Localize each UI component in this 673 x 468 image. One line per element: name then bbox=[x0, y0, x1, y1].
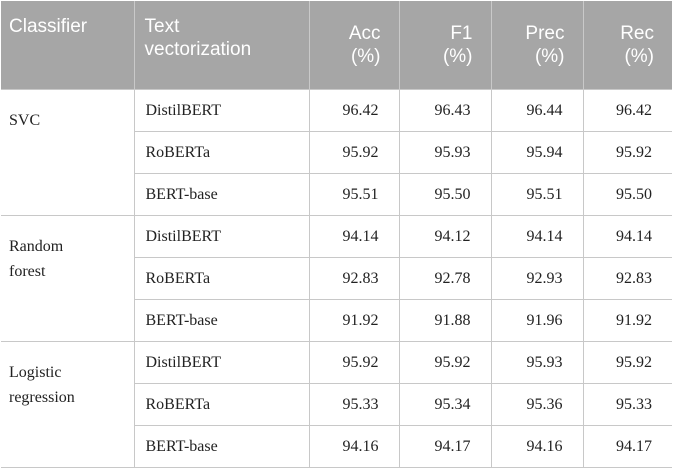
rec-cell: 95.50 bbox=[582, 173, 672, 216]
prec-cell: 96.44 bbox=[490, 89, 584, 132]
acc-cell: 95.33 bbox=[308, 383, 400, 426]
acc-cell: 95.92 bbox=[308, 341, 400, 384]
prec-cell: 95.36 bbox=[490, 383, 584, 426]
vectorization-cell: BERT-base bbox=[133, 425, 310, 468]
f1-cell: 92.78 bbox=[398, 257, 492, 300]
acc-cell: 91.92 bbox=[308, 299, 400, 342]
header-acc-line2: (%) bbox=[350, 46, 381, 67]
header-f1-line2: (%) bbox=[442, 46, 473, 67]
vectorization-cell: RoBERTa bbox=[133, 257, 310, 300]
header-classifier-label: Classifier bbox=[9, 16, 88, 37]
rec-cell: 95.92 bbox=[582, 341, 672, 384]
acc-cell: 94.16 bbox=[308, 425, 400, 468]
classifier-label: SVC bbox=[9, 112, 41, 129]
classifier-label: Logistic bbox=[9, 364, 62, 381]
prec-cell: 91.96 bbox=[490, 299, 584, 342]
vectorization-cell: RoBERTa bbox=[133, 383, 310, 426]
rec-cell: 96.42 bbox=[582, 89, 672, 132]
classifier-cell: SVC bbox=[1, 89, 135, 216]
f1-cell: 94.12 bbox=[398, 215, 492, 258]
vectorization-cell: BERT-base bbox=[133, 299, 310, 342]
table-header: Classifier Text vectorization Acc (%) F1… bbox=[1, 1, 672, 90]
f1-cell: 95.92 bbox=[398, 341, 492, 384]
prec-cell: 95.94 bbox=[490, 131, 584, 174]
f1-cell: 95.93 bbox=[398, 131, 492, 174]
f1-cell: 94.17 bbox=[398, 425, 492, 468]
vectorization-cell: DistilBERT bbox=[133, 215, 310, 258]
acc-cell: 92.83 bbox=[308, 257, 400, 300]
table-row: Logistic regression DistilBERT 95.92 95.92 95… bbox=[1, 341, 672, 468]
header-rec-line2: (%) bbox=[624, 46, 654, 67]
f1-cell: 95.50 bbox=[398, 173, 492, 216]
f1-cell: 91.88 bbox=[398, 299, 492, 342]
header-acc-line1: Acc bbox=[348, 23, 381, 44]
table-row: BERT-base 94.16 94.17 94.16 94.17 bbox=[1, 425, 672, 468]
rec-cell: 91.92 bbox=[582, 299, 672, 342]
rec-cell: 94.14 bbox=[582, 215, 672, 258]
rec-cell: 92.83 bbox=[582, 257, 672, 300]
f1-cell: 95.34 bbox=[398, 383, 492, 426]
header-row: Classifier Text vectorization Acc (%) F1… bbox=[1, 1, 672, 90]
table-row: SVC DistilBERT 96.42 96.43 96.44 96.42 bbox=[1, 89, 672, 216]
header-prec-line1: Prec bbox=[525, 23, 565, 44]
header-prec-line2: (%) bbox=[534, 46, 565, 67]
acc-cell: 94.14 bbox=[308, 215, 400, 258]
classifier-cell: Random forest bbox=[1, 215, 135, 342]
table-row: RoBERTa 95.92 95.93 95.94 95.92 bbox=[1, 131, 672, 174]
classifier-cell: Logistic regression bbox=[1, 341, 135, 468]
header-f1-line1: F1 bbox=[450, 23, 473, 44]
table-row: Random forest DistilBERT 94.14 94.12 94.14 94.… bbox=[1, 215, 672, 342]
rec-cell: 95.33 bbox=[582, 383, 672, 426]
vectorization-cell: DistilBERT bbox=[133, 341, 310, 384]
prec-cell: 95.51 bbox=[490, 173, 584, 216]
prec-cell: 95.93 bbox=[490, 341, 584, 384]
header-text-vectorization-line1: Text bbox=[144, 16, 180, 37]
header-rec-line1: Rec bbox=[620, 23, 654, 44]
header-acc: Acc (%) bbox=[308, 1, 399, 90]
header-classifier: Classifier bbox=[1, 1, 134, 90]
f1-cell: 96.43 bbox=[398, 89, 492, 132]
header-f1: F1 (%) bbox=[398, 1, 491, 90]
table-body: SVC DistilBERT 96.42 96.43 96.44 96.42 RoBERTa… bbox=[1, 89, 672, 468]
prec-cell: 94.14 bbox=[490, 215, 584, 258]
table-row: BERT-base 91.92 91.88 91.96 91.92 bbox=[1, 299, 672, 342]
classifier-label: forest bbox=[9, 263, 46, 280]
rec-cell: 94.17 bbox=[582, 425, 672, 468]
classifier-label: regression bbox=[9, 389, 75, 406]
acc-cell: 95.51 bbox=[308, 173, 400, 216]
header-prec: Prec (%) bbox=[490, 1, 583, 90]
vectorization-cell: BERT-base bbox=[133, 173, 310, 216]
prec-cell: 94.16 bbox=[490, 425, 584, 468]
vectorization-cell: RoBERTa bbox=[133, 131, 310, 174]
acc-cell: 95.92 bbox=[308, 131, 400, 174]
acc-cell: 96.42 bbox=[308, 89, 400, 132]
prec-cell: 92.93 bbox=[490, 257, 584, 300]
header-text-vectorization-line2: vectorization bbox=[144, 39, 252, 60]
classifier-label: Random bbox=[9, 238, 64, 255]
vectorization-cell: DistilBERT bbox=[133, 89, 310, 132]
header-rec: Rec (%) bbox=[582, 1, 672, 90]
header-text-vectorization: Text vectorization bbox=[133, 1, 309, 90]
rec-cell: 95.92 bbox=[582, 131, 672, 174]
